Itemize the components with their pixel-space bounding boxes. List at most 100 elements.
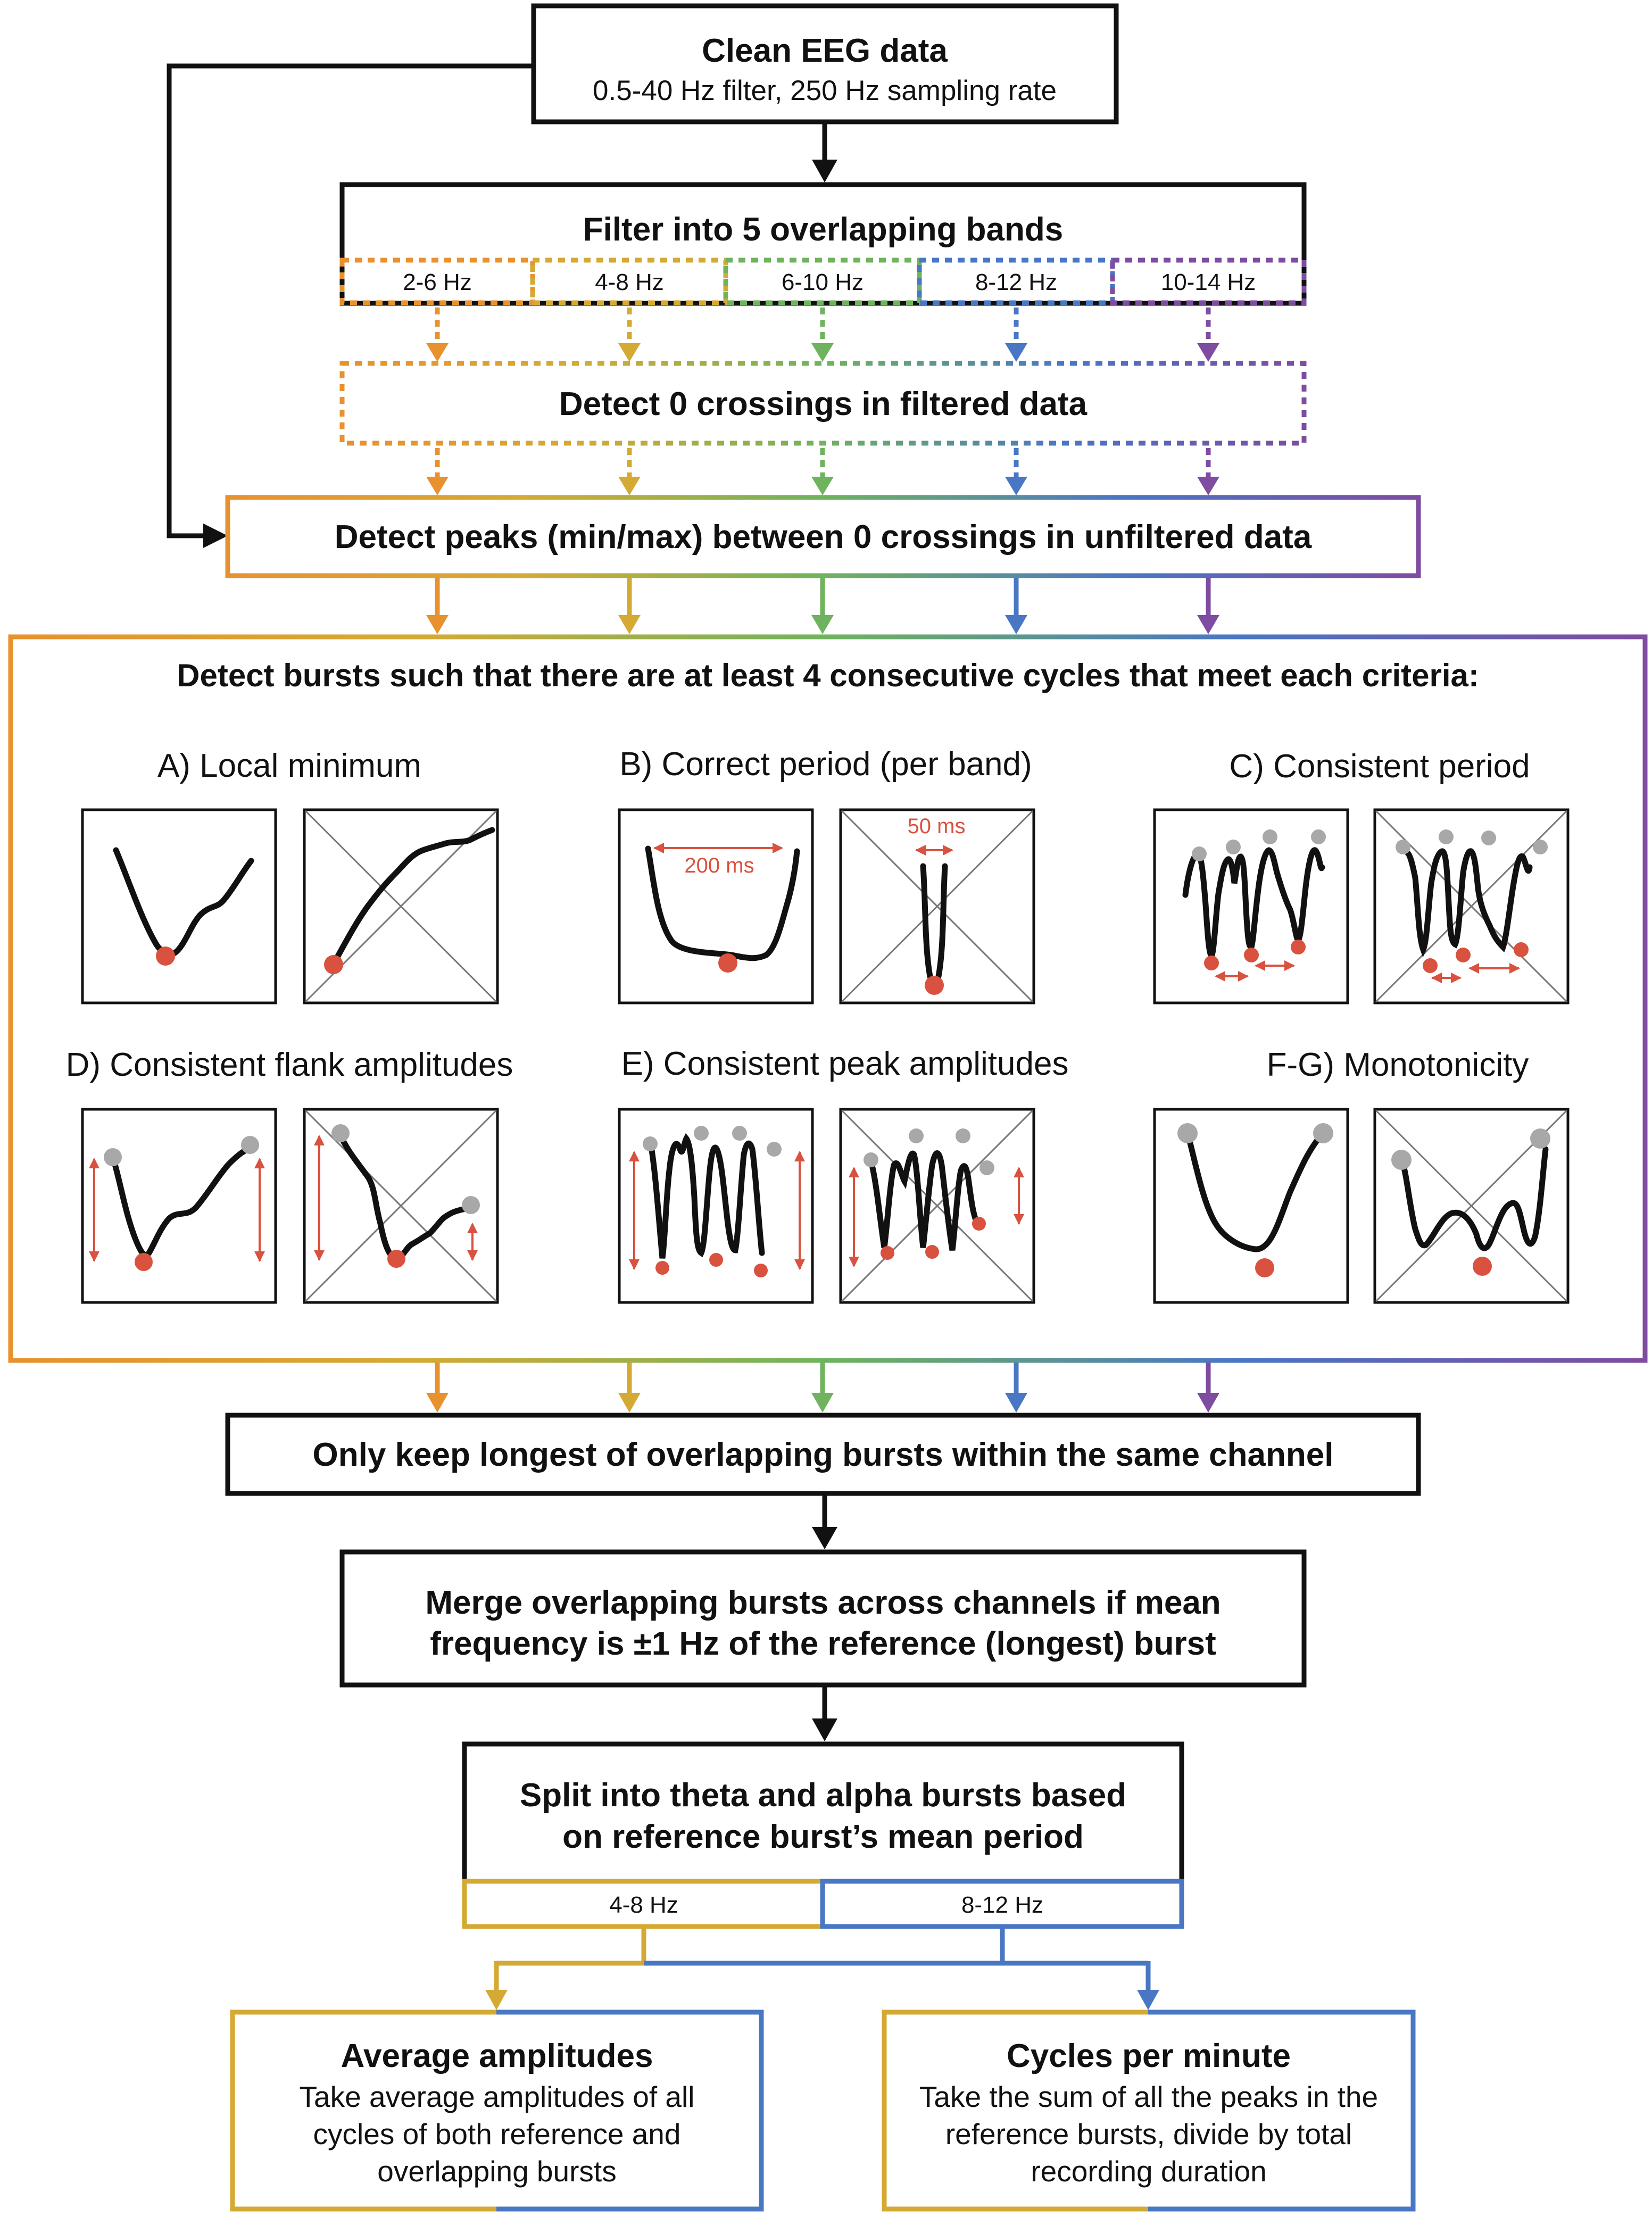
peak-marker [767,1142,782,1157]
peak-marker [694,1126,709,1141]
peak-marker [643,1136,658,1151]
band-label-10-14: 10-14 Hz [1161,269,1256,295]
trough-marker [881,1246,894,1260]
cycles-per-minute-line-1: Take the sum of all the peaks in the [919,2080,1378,2113]
peaks-text: Detect peaks (min/max) between 0 crossin… [335,519,1312,555]
average-amplitudes-title: Average amplitudes [341,2038,653,2074]
average-amplitudes-line-3: overlapping bursts [377,2155,616,2188]
arrows-to-bursts [426,578,1219,634]
filter-box: Filter into 5 overlapping bands [339,182,1307,306]
dotted-arrows-to-peaks [426,448,1219,495]
trace [1401,848,1533,958]
criterion-c-bad-panel [1373,808,1570,1004]
clean-eeg-box: Clean EEG data 0.5-40 Hz filter, 250 Hz … [531,3,1119,124]
trough-marker [1423,958,1438,973]
zero-crossings-text: Detect 0 crossings in filtered data [559,386,1088,422]
merge-line-1: Merge overlapping bursts across channels… [425,1584,1221,1621]
minimum-marker [925,976,944,995]
criterion-b-label: B) Correct period (per band) [619,746,1032,783]
peak-marker [1263,829,1277,844]
band-label-8-12: 8-12 Hz [975,269,1057,295]
band-box-6-10 [723,258,922,305]
criterion-a-bad-panel [303,808,499,1004]
band-box-10-14 [1110,258,1307,305]
peak-marker [104,1148,122,1166]
average-amplitudes-line-2: cycles of both reference and [313,2118,681,2150]
band-label-2-6: 2-6 Hz [403,269,472,295]
criterion-f-g-good-panel [1153,1108,1349,1304]
trough-marker [1204,956,1219,970]
peak-marker [909,1128,924,1143]
arrows-to-keep-longest [426,1363,1219,1413]
alpha-band-box [820,1879,1184,1929]
peak-marker [1192,846,1207,861]
trough-marker [709,1253,723,1267]
peak-marker [1530,1128,1550,1149]
peak-marker [241,1136,259,1154]
bad-period-annotation: 50 ms [908,815,966,838]
peak-marker [864,1152,878,1167]
criterion-b-good-panel: 200 ms [618,808,814,1004]
trough-marker [1255,1258,1274,1277]
band-boxes: 2-6 Hz 4-8 Hz 6-10 Hz 8-12 Hz 10-14 Hz [339,258,1307,305]
bursts-title: Detect bursts such that there are at lea… [177,658,1479,693]
cycles-per-minute-box: Cycles per minute Take the sum of all th… [882,2010,1416,2212]
peak-marker [1226,840,1241,854]
criterion-e-bad-panel [839,1108,1035,1304]
trough-marker [1473,1257,1492,1276]
trace [329,827,495,969]
peak-marker [1396,840,1410,854]
peak-marker [1481,831,1496,845]
peak-marker [1533,840,1548,854]
trough-marker [972,1217,986,1231]
split-band-boxes: 4-8 Hz 8-12 Hz [462,1879,1184,1929]
arrowhead-keep-to-merge [812,1527,837,1549]
average-amplitudes-line-1: Take average amplitudes of all [300,2080,695,2113]
trough-marker [655,1261,669,1275]
split-box: Split into theta and alpha bursts based … [462,1741,1184,1884]
criterion-b-bad-panel: 50 ms [839,808,1035,1004]
criterion-c-label: C) Consistent period [1229,748,1530,785]
trough-marker [1291,940,1306,954]
criterion-d-bad-panel [303,1108,499,1304]
trace [647,1133,765,1259]
trace [645,845,800,961]
minimum-marker [718,953,737,973]
arrowhead-clean-to-filter [812,160,837,182]
criterion-a-label: A) Local minimum [157,748,421,784]
merge-line-2: frequency is ±1 Hz of the reference (lon… [430,1625,1216,1662]
criterion-e-label: E) Consistent peak amplitudes [621,1045,1069,1082]
criterion-f-g-label: F-G) Monotonicity [1267,1047,1529,1083]
criterion-d-good-panel [81,1108,277,1304]
bypass-arrow [167,63,534,538]
dotted-arrows-to-zero-crossings [426,308,1219,362]
peak-marker [462,1196,480,1214]
clean-eeg-title: Clean EEG data [702,32,948,69]
alpha-band-label: 8-12 Hz [961,1892,1043,1918]
band-label-4-8: 4-8 Hz [595,269,664,295]
trace [869,1150,981,1251]
peak-marker [1391,1150,1412,1170]
trough-marker [1514,942,1529,957]
criterion-d-label: D) Consistent flank amplitudes [66,1047,513,1083]
cycles-per-minute-line-2: reference bursts, divide by total [945,2118,1352,2150]
trough-marker [135,1253,153,1271]
average-amplitudes-box: Average amplitudes Take average amplitud… [230,2010,764,2212]
good-period-annotation: 200 ms [684,854,754,877]
trough-marker [925,1245,939,1259]
trace [110,1145,253,1258]
band-box-4-8 [530,258,728,305]
trace [1182,847,1325,962]
trough-marker [387,1250,405,1268]
band-box-8-12 [917,258,1115,305]
criterion-a-good-panel [81,808,277,1004]
peak-marker [1177,1123,1198,1143]
split-to-output-connectors [485,1929,1159,2010]
zero-crossings-box: Detect 0 crossings in filtered data [339,361,1307,446]
peak-marker [1313,1123,1333,1143]
peak-marker [979,1160,994,1175]
cycles-per-minute-line-3: recording duration [1031,2155,1266,2188]
trough-marker [1244,948,1259,962]
cycles-per-minute-title: Cycles per minute [1007,2038,1291,2074]
merge-box: Merge overlapping bursts across channels… [339,1549,1307,1688]
